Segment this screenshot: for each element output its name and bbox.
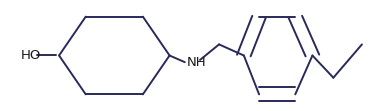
Text: NH: NH: [187, 56, 207, 69]
Text: HO: HO: [21, 49, 41, 62]
